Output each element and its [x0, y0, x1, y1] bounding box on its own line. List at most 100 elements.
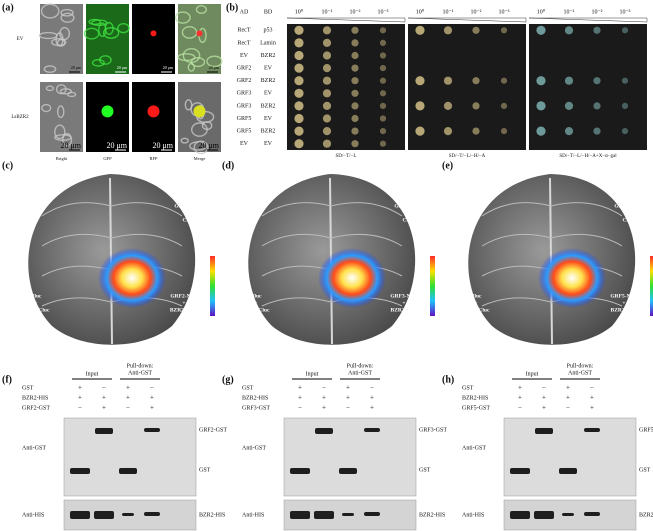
sign: + — [298, 394, 302, 402]
band — [364, 512, 380, 516]
cell-outline — [38, 31, 58, 40]
medium-label: SD/−T/−L — [336, 154, 357, 159]
sign: + — [102, 394, 106, 402]
sign: + — [518, 394, 522, 402]
sign: − — [322, 384, 326, 392]
row-label: GST — [462, 385, 474, 391]
construct-label: BZR2-Cluc — [391, 307, 418, 313]
band — [290, 511, 310, 519]
bd-label: BZR2 — [261, 103, 276, 109]
vein — [481, 202, 552, 217]
construct-label: + — [254, 300, 257, 306]
bd-label: BZR2 — [261, 128, 276, 134]
construct-label: GRF2-Nluc — [170, 293, 198, 299]
scale-bar-label: 20 μm — [152, 141, 173, 150]
construct-label: + — [186, 210, 189, 216]
yeast-spot — [415, 101, 425, 111]
yeast-spot — [379, 39, 387, 47]
construct-label: GRF3-Nluc — [390, 293, 418, 299]
yeast-spot — [379, 128, 387, 135]
sign: + — [150, 404, 154, 412]
construct-label: + — [34, 300, 37, 306]
yeast-spot — [294, 76, 304, 86]
band — [584, 428, 600, 432]
cell-outline — [59, 88, 72, 95]
dilution-label: 10⁻³ — [378, 9, 389, 15]
ad-label: GRF5 — [237, 128, 252, 134]
sign: − — [370, 384, 374, 392]
sign: + — [126, 394, 130, 402]
sign: − — [150, 384, 154, 392]
construct-label: GRF5-Nluc — [614, 203, 642, 209]
sign: − — [102, 384, 106, 392]
yeast-spot — [294, 101, 304, 111]
construct-label: + — [474, 300, 477, 306]
group-label: Pull-down: — [127, 363, 154, 369]
yeast-spot — [294, 25, 304, 35]
group-label: Input — [86, 371, 99, 377]
ad-label: GRF5 — [237, 116, 252, 122]
sign: + — [102, 404, 106, 412]
bd-label: Lamin — [260, 40, 276, 46]
band — [584, 512, 600, 516]
construct-label: Cluc — [247, 217, 259, 223]
vein — [261, 233, 332, 247]
yeast-spot — [443, 76, 453, 85]
group-label: Input — [526, 371, 539, 377]
yeast-spot — [379, 140, 387, 147]
band — [70, 511, 90, 519]
vein — [481, 297, 552, 307]
sign: + — [346, 384, 350, 392]
yeast-spot — [443, 101, 453, 110]
cell-outline — [177, 53, 196, 62]
sign: + — [298, 384, 302, 392]
panel-label: (h) — [442, 374, 454, 385]
yeast-spot — [379, 52, 387, 59]
luminescence — [538, 248, 606, 308]
plate — [529, 24, 647, 150]
yeast-spot — [500, 102, 508, 109]
color-scale — [650, 256, 653, 316]
micrograph — [132, 4, 175, 74]
sign: + — [590, 404, 594, 412]
yeast-spot — [593, 26, 601, 34]
column-label: Bright — [56, 156, 68, 161]
yeast-spot — [536, 101, 546, 111]
nucleus — [147, 105, 160, 118]
bd-label: EV — [264, 91, 273, 97]
ad-label: RecT — [238, 28, 251, 34]
nucleus — [150, 30, 157, 37]
construct-label: + — [30, 210, 33, 216]
scale-bar-label: 20 μm — [198, 141, 219, 150]
yeast-spot — [415, 25, 425, 35]
band — [94, 511, 114, 519]
dilution-wedge — [286, 17, 406, 23]
panel-label: (e) — [442, 160, 453, 171]
yeast-spot — [443, 127, 453, 136]
yeast-spot — [351, 77, 359, 85]
cell-outline — [83, 27, 100, 40]
row-label: GRF5-GST — [462, 405, 490, 411]
group-label: Pull-down: — [347, 363, 374, 369]
yeast-spot — [322, 76, 332, 85]
sign: + — [590, 394, 594, 402]
vein — [41, 202, 112, 217]
color-scale — [210, 256, 215, 316]
yeast-spot — [294, 63, 304, 73]
vein — [481, 233, 552, 247]
sign: + — [150, 394, 154, 402]
yeast-spot — [351, 102, 359, 110]
yeast-spot — [593, 77, 601, 85]
dilution-label: 10⁰ — [416, 8, 425, 15]
dilution-label: 10⁻¹ — [322, 9, 333, 15]
dilution-label: 10⁰ — [537, 8, 546, 15]
construct-label: + — [406, 210, 409, 216]
nucleus — [193, 105, 206, 118]
sign: + — [322, 394, 326, 402]
band — [535, 428, 553, 434]
band — [342, 513, 354, 516]
cell-outline — [91, 58, 105, 67]
cell-outline — [43, 65, 57, 73]
construct-label: Nluc — [471, 293, 483, 299]
construct-label: Nluc — [31, 293, 43, 299]
